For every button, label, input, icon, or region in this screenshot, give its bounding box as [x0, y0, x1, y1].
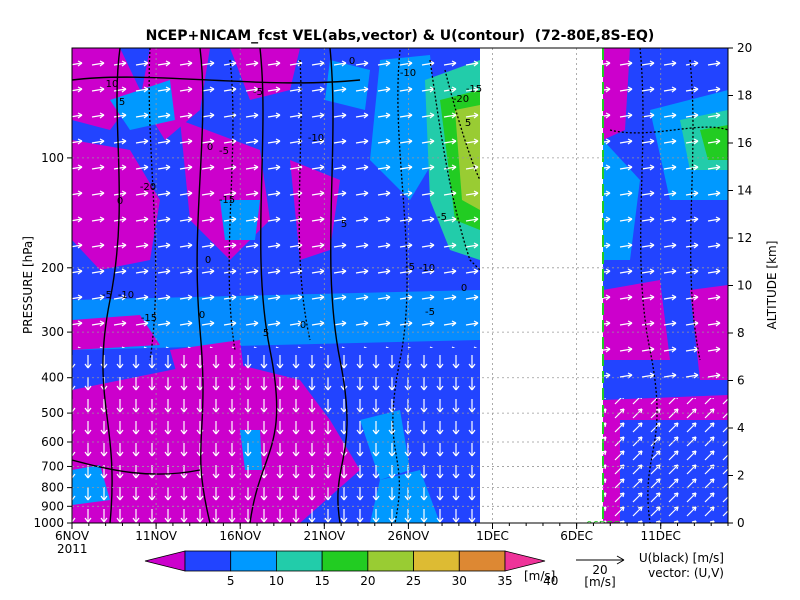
- colorbar-swatch: [321, 550, 369, 572]
- colorbar-unit: [m/s]: [524, 569, 555, 583]
- x-tick-label: 11DEC: [640, 529, 680, 543]
- x-tick-label: 11NOV: [135, 529, 177, 543]
- y-left-tick-label: 1000: [33, 516, 64, 530]
- legend-vector: vector: (U,V): [648, 566, 724, 580]
- y-right-tick-label: 18: [737, 89, 752, 103]
- contour-label: -5: [219, 146, 229, 157]
- colorbar-level-label: 20: [360, 574, 375, 588]
- y-right-tick-label: 14: [737, 184, 752, 198]
- contour-label: -15: [219, 195, 235, 206]
- contour-label: 5: [263, 328, 269, 339]
- x-axis: 6NOV 11NOV 16NOV 21NOV 26NOV 1DEC 6DEC 11DEC: [55, 523, 729, 543]
- vector-key-unit: [m/s]: [584, 575, 615, 589]
- y-left-tick-label: 800: [41, 481, 64, 495]
- contour-label: -20: [453, 94, 469, 105]
- colorbar-high-triangle: [504, 550, 546, 572]
- y-axis-altitude: 0 2 4 6 8 10 12 14 16 18 20: [728, 41, 752, 530]
- x-tick-label: 16NOV: [219, 529, 261, 543]
- colorbar-level-label: 10: [269, 574, 284, 588]
- contour-label: -20: [140, 182, 156, 193]
- y-left-tick-label: 400: [41, 371, 64, 385]
- contour-label: 5: [119, 97, 125, 108]
- colorbar-level-label: 5: [227, 574, 235, 588]
- colorbar: 5 10 15 20 25 30 35 40: [144, 550, 558, 588]
- contour-label: 0: [207, 142, 213, 153]
- contour-label: -5: [102, 290, 112, 301]
- contour-label: 0: [300, 320, 306, 331]
- x-tick-label: 26NOV: [388, 529, 430, 543]
- y-left-tick-label: 300: [41, 325, 64, 339]
- y-left-tick-label: 900: [41, 499, 64, 513]
- x-tick-label: 6NOV: [55, 529, 90, 543]
- x-year-label: 2011: [57, 542, 88, 556]
- contour-label: 0: [117, 196, 123, 207]
- colorbar-swatch: [413, 550, 460, 572]
- grid-lines: [72, 48, 728, 523]
- velocity-field: 06DEC: [72, 48, 728, 531]
- chart-title: NCEP+NICAM_fcst VEL(abs,vector) & U(cont…: [146, 28, 655, 44]
- u-contours-right: [609, 48, 728, 523]
- contour-label: -5: [405, 262, 415, 273]
- colorbar-swatch: [367, 550, 414, 572]
- contour-label: -15: [466, 84, 482, 95]
- y-left-tick-label: 700: [41, 459, 64, 473]
- colorbar-swatch: [230, 550, 277, 572]
- contour-label: 5: [465, 118, 471, 129]
- legend-u-contour: U(black) [m/s]: [639, 551, 724, 565]
- contour-label: -5: [437, 212, 447, 223]
- contour-label: 0: [461, 283, 467, 294]
- forecast-start-label: 06DEC: [586, 520, 620, 531]
- x-tick-label: 21NOV: [303, 529, 345, 543]
- y-left-tick-label: 500: [41, 406, 64, 420]
- y-left-label: PRESSURE [hPa]: [21, 236, 35, 334]
- vector-key: 20 [m/s]: [576, 555, 625, 589]
- y-right-tick-label: 0: [737, 516, 745, 530]
- contour-label: -5: [425, 307, 435, 318]
- y-right-tick-label: 20: [737, 41, 752, 55]
- contour-label: -15: [141, 313, 157, 324]
- left-data-block: [72, 48, 481, 523]
- contour-label: 10: [106, 79, 119, 90]
- y-left-tick-label: 200: [41, 261, 64, 275]
- colorbar-swatch: [458, 550, 506, 572]
- y-right-tick-label: 6: [737, 374, 745, 388]
- colorbar-level-label: 40: [543, 574, 558, 588]
- contour-label: 0: [205, 255, 211, 266]
- x-tick-label: 1DEC: [476, 529, 509, 543]
- right-data-block: [603, 48, 728, 523]
- contour-label: -10: [118, 290, 134, 301]
- contour-label: 0: [349, 56, 355, 67]
- colorbar-level-label: 30: [452, 574, 467, 588]
- x-tick-label: 6DEC: [560, 529, 593, 543]
- y-right-tick-label: 12: [737, 231, 752, 245]
- u-contours-left-negative: [148, 48, 481, 523]
- colorbar-level-label: 25: [406, 574, 421, 588]
- y-right-tick-label: 4: [737, 421, 745, 435]
- vector-key-value: 20: [592, 563, 607, 577]
- y-right-tick-label: 10: [737, 279, 752, 293]
- y-left-tick-label: 600: [41, 435, 64, 449]
- colorbar-swatch: [276, 550, 323, 572]
- y-axis-pressure: 100 200 300 400 500 600 700 800 900 1000: [33, 151, 72, 530]
- y-left-tick-label: 100: [41, 151, 64, 165]
- y-right-tick-label: 16: [737, 136, 752, 150]
- u-contours-left: [72, 48, 361, 523]
- contour-label: 0: [199, 310, 205, 321]
- colorbar-low-triangle: [144, 550, 186, 572]
- y-right-label: ALTITUDE [km]: [765, 241, 779, 330]
- contour-label: -10: [308, 133, 324, 144]
- y-right-tick-label: 2: [737, 469, 745, 483]
- colorbar-swatch: [184, 550, 232, 572]
- data-gap: [480, 48, 603, 523]
- y-right-tick-label: 8: [737, 326, 745, 340]
- contour-label: -10: [419, 263, 435, 274]
- contour-label: -10: [400, 68, 416, 79]
- contour-label: 5: [341, 219, 347, 230]
- colorbar-level-label: 35: [497, 574, 512, 588]
- contour-label: -5: [253, 87, 263, 98]
- colorbar-level-label: 15: [315, 574, 330, 588]
